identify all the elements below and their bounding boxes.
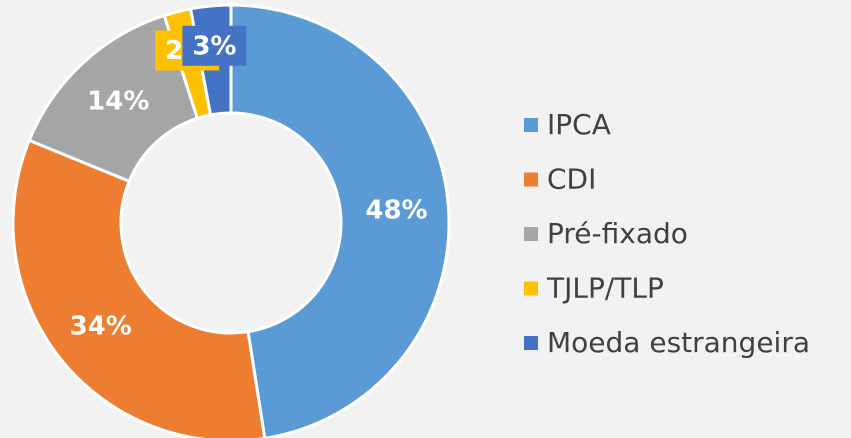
legend-swatch — [524, 118, 538, 132]
legend-swatch — [524, 281, 538, 296]
legend-swatch — [524, 227, 538, 241]
donut-slice — [229, 3, 451, 438]
legend-label: CDI — [547, 163, 596, 196]
data-label: 48% — [365, 196, 427, 226]
legend-swatch — [524, 172, 538, 187]
donut-slice — [11, 138, 267, 438]
legend-swatch — [524, 336, 538, 350]
data-label: 34% — [70, 311, 132, 341]
legend-label: Moeda estrangeira — [547, 326, 810, 359]
legend-label: TJLP/TLP — [546, 272, 664, 305]
legend-label: IPCA — [547, 108, 611, 141]
label-box — [182, 25, 247, 66]
data-label: 14% — [87, 87, 149, 117]
data-label: 3% — [192, 31, 236, 61]
legend-label: Pré-fixado — [547, 217, 688, 250]
